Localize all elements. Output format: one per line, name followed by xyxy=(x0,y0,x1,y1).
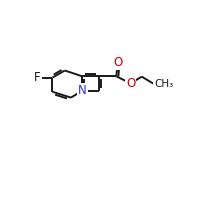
Text: O: O xyxy=(113,56,122,69)
Text: O: O xyxy=(126,77,135,90)
Text: CH₃: CH₃ xyxy=(154,79,173,89)
Text: F: F xyxy=(34,71,41,84)
Text: N: N xyxy=(78,84,87,97)
